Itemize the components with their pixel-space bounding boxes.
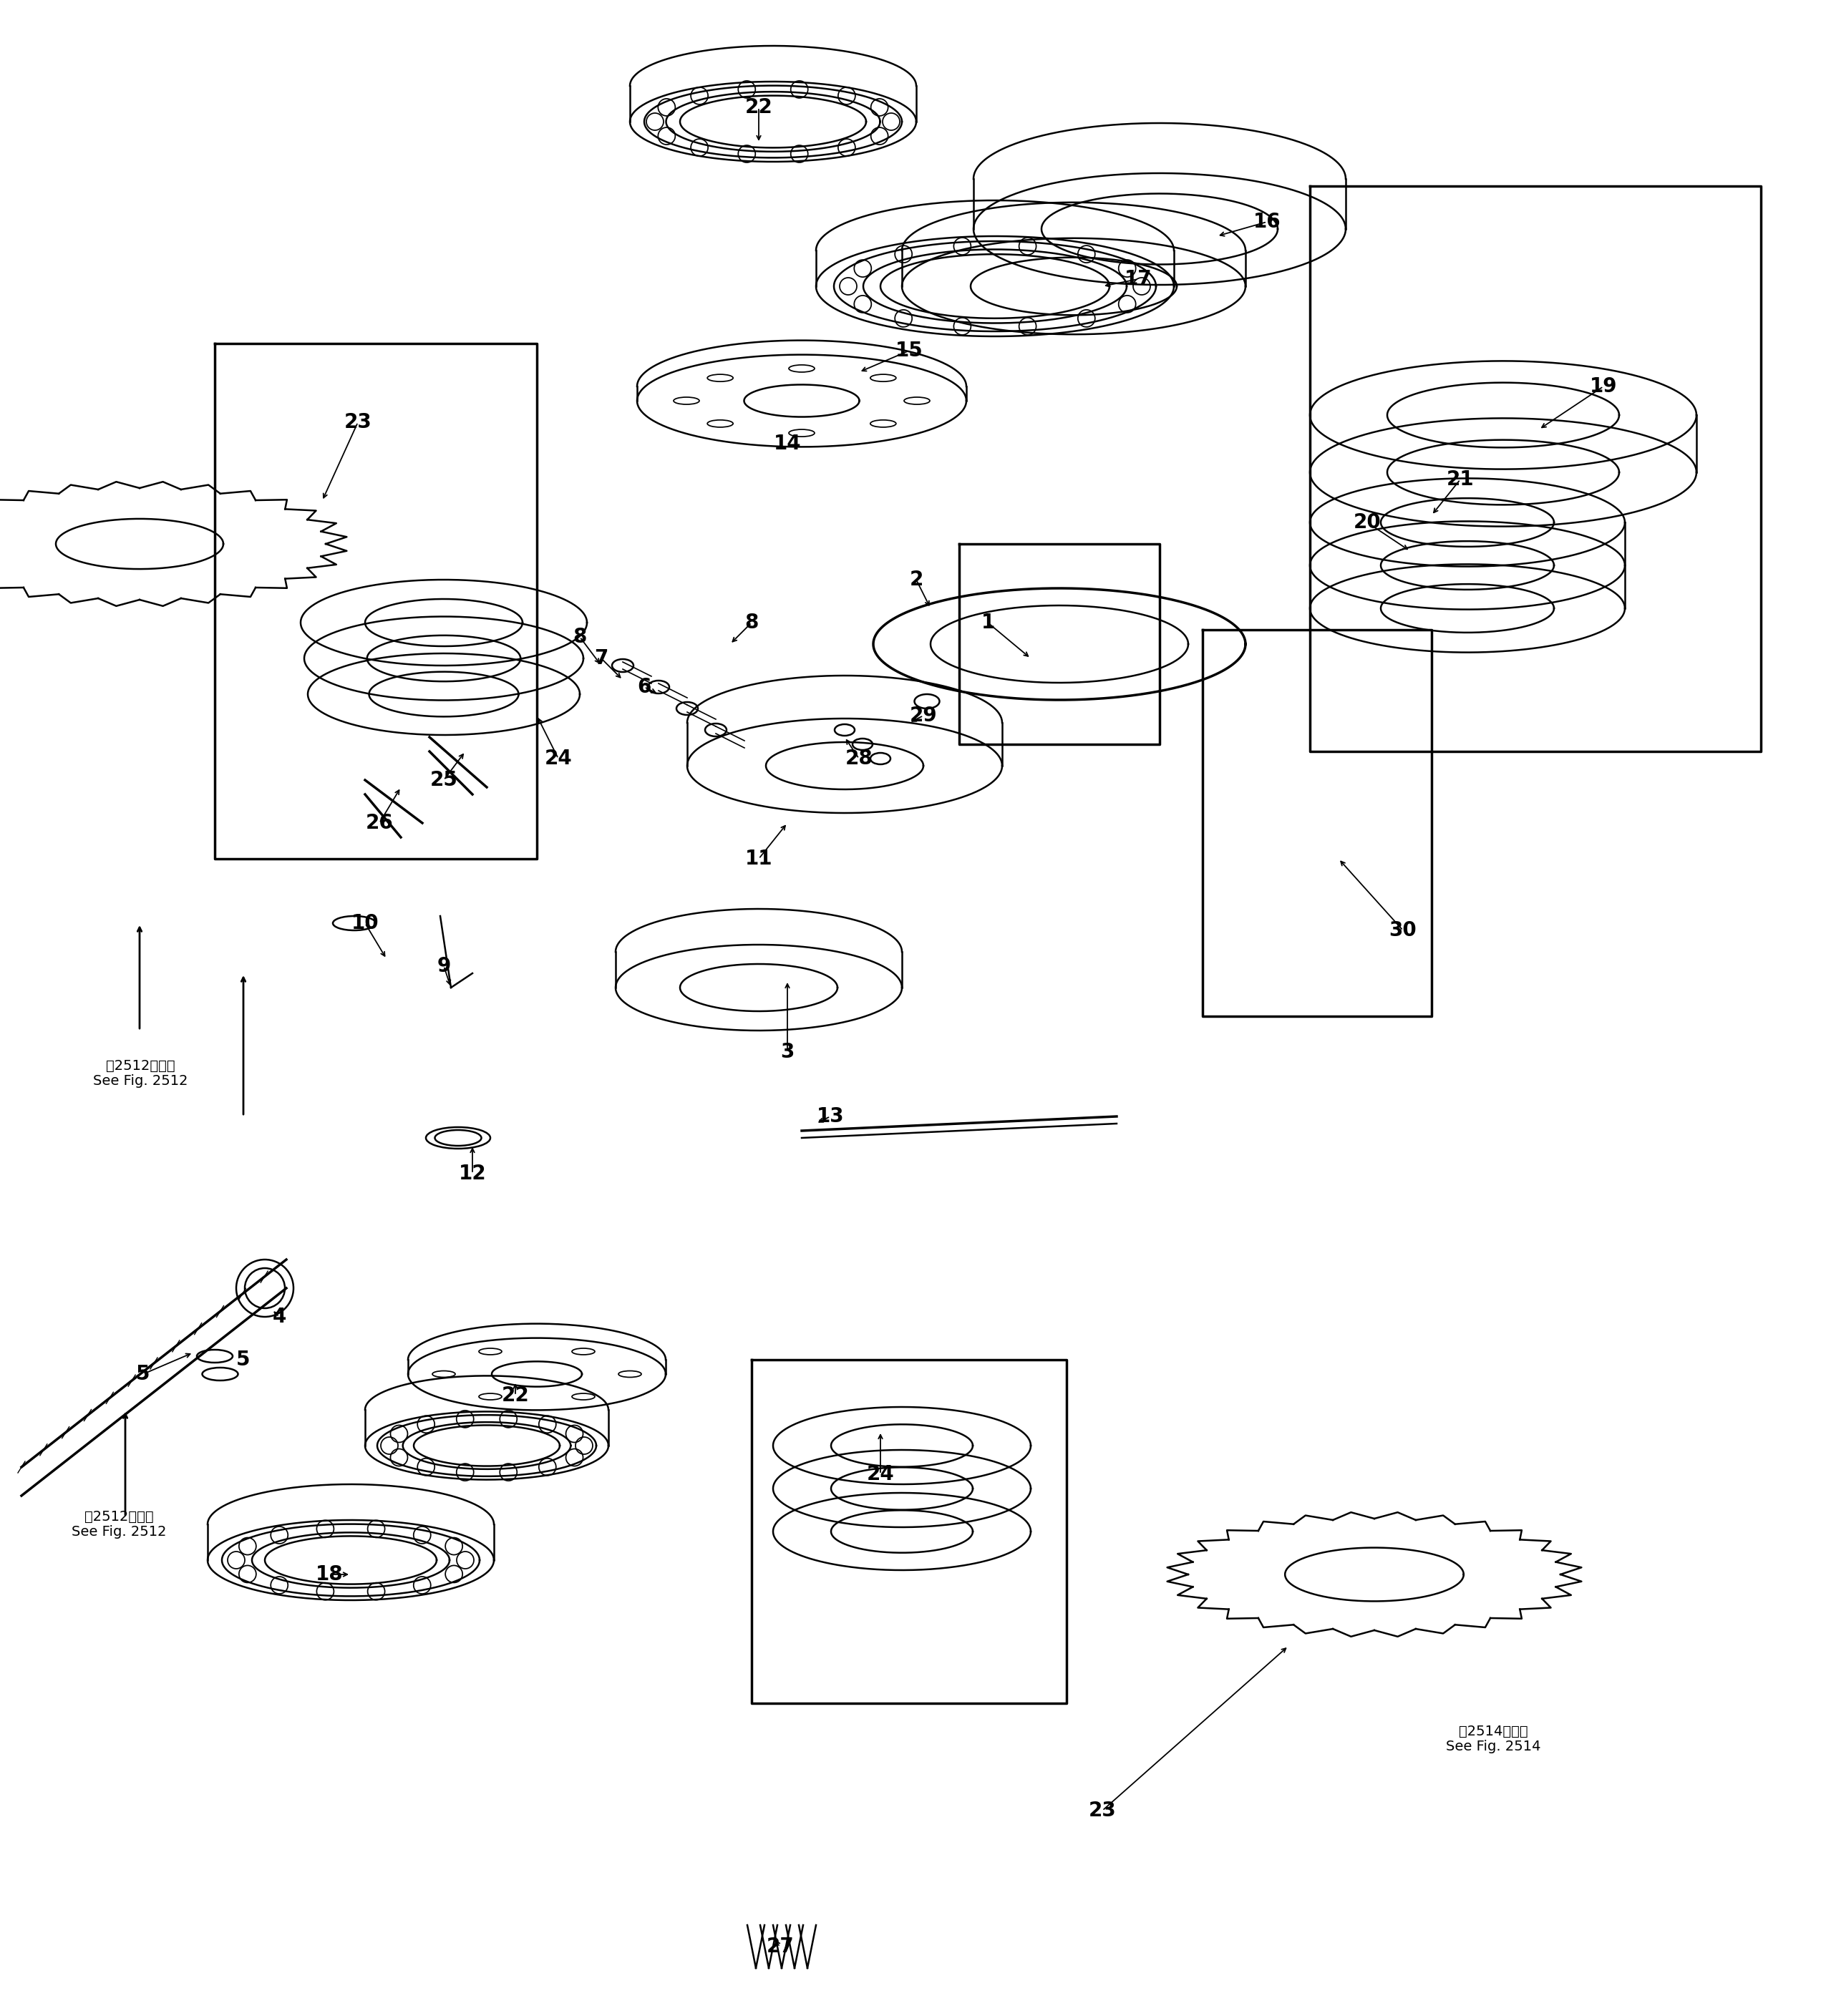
Text: 9: 9 [436,956,451,976]
Text: 26: 26 [365,812,393,833]
Text: 24: 24 [544,748,572,768]
Text: 11: 11 [745,849,772,869]
Text: 27: 27 [767,1937,794,1958]
Text: 14: 14 [774,433,802,454]
Text: 第2514図参照
See Fig. 2514: 第2514図参照 See Fig. 2514 [1446,1724,1541,1754]
Text: 29: 29 [909,706,937,726]
Text: 1: 1 [981,613,995,633]
Text: 23: 23 [1088,1800,1116,1820]
Text: 5: 5 [137,1365,150,1385]
Text: 3: 3 [780,1042,794,1062]
Text: 17: 17 [1125,268,1152,288]
Text: 第2512図参照
See Fig. 2512: 第2512図参照 See Fig. 2512 [71,1510,166,1538]
Text: 6: 6 [637,677,652,698]
Text: 16: 16 [1253,212,1280,232]
Text: 22: 22 [502,1385,530,1405]
Text: 8: 8 [745,613,758,633]
Text: 8: 8 [573,627,586,647]
Text: 22: 22 [745,97,772,117]
Text: 7: 7 [593,649,608,669]
Text: 30: 30 [1390,921,1417,939]
Text: 24: 24 [867,1464,895,1484]
Text: 2: 2 [909,571,924,591]
Text: 13: 13 [816,1107,844,1127]
Text: 4: 4 [272,1306,287,1327]
Text: 12: 12 [458,1163,486,1183]
Text: 18: 18 [316,1564,343,1585]
Text: 19: 19 [1590,377,1618,397]
Text: 20: 20 [1353,512,1380,532]
Text: 15: 15 [895,341,922,361]
Text: 第2512図参照
See Fig. 2512: 第2512図参照 See Fig. 2512 [93,1058,188,1089]
Text: 10: 10 [351,913,378,933]
Text: 28: 28 [845,748,873,768]
Text: 25: 25 [429,770,458,790]
Text: 5: 5 [236,1351,250,1369]
Text: 23: 23 [343,411,373,431]
Text: 21: 21 [1446,470,1474,490]
